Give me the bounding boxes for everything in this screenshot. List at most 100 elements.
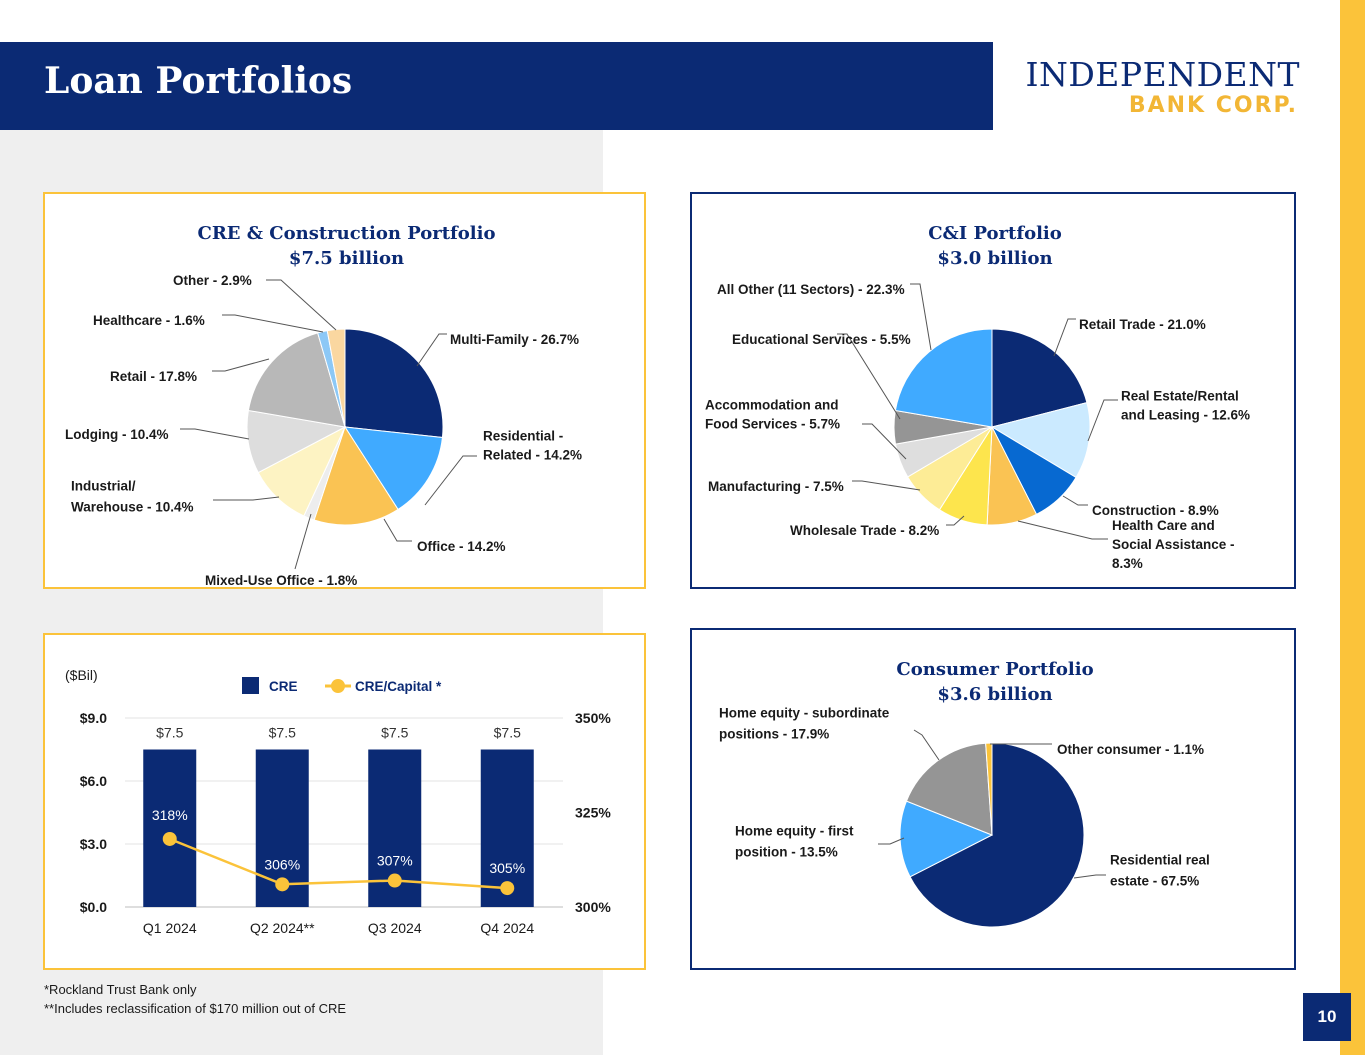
ci-leader-line <box>1087 399 1118 442</box>
cre-label-office: Office - 14.2% <box>417 539 506 554</box>
ci-leader-line <box>1017 520 1108 540</box>
y-axis-unit-label: ($Bil) <box>65 667 98 683</box>
cre-bar-value-label: $7.5 <box>494 725 521 741</box>
y-tick-label: $9.0 <box>80 710 107 726</box>
ratio-value-label: 305% <box>489 860 525 876</box>
consumer-leader-line <box>913 729 940 761</box>
cre-slice-multi-family <box>344 328 444 439</box>
cre-slice-office <box>313 425 399 526</box>
legend-ratio-marker <box>331 679 345 693</box>
x-tick-label: Q3 2024 <box>368 920 422 936</box>
gold-accent-strip <box>1340 0 1365 1055</box>
cre-bar-value-label: $7.5 <box>156 725 183 741</box>
ci-slice-real-estate-rental-and-leasing <box>990 402 1091 479</box>
consumer-label-residential-real-estate: Residential real estate - 67.5% <box>1110 853 1210 889</box>
y-tick-label: $6.0 <box>80 773 107 789</box>
cre-label-healthcare: Healthcare - 1.6% <box>93 313 205 328</box>
cre-bar-value-label: $7.5 <box>269 725 296 741</box>
company-logo: INDEPENDENT BANK CORP. <box>1020 55 1300 125</box>
x-tick-label: Q2 2024** <box>250 920 315 936</box>
ratio-line <box>169 837 508 890</box>
cre-leader-line <box>424 455 477 506</box>
ci-label-accommodation-and-food-services: Accommodation and Food Services - 5.7% <box>705 398 840 432</box>
cre-leader-line <box>213 496 280 501</box>
consumer-pie-chart: Consumer Portfolio $3.6 billion Residentia… <box>719 659 1210 928</box>
consumer-chart-title: Consumer Portfolio <box>896 659 1093 680</box>
consumer-chart-subtitle: $3.6 billion <box>937 684 1052 705</box>
ci-slice-all-other-11-sectors <box>894 328 993 428</box>
consumer-label-home-equity: Home equity - subordinate positions - 17.… <box>719 706 890 742</box>
x-tick-label: Q1 2024 <box>143 920 197 936</box>
cre-trend-panel: ($Bil) CRE CRE/Capital * $0.0 $3.0 $6.0 $9.0 30… <box>43 633 646 970</box>
logo-line-2: BANK CORP. <box>1128 93 1298 118</box>
consumer-slice-home-equity <box>905 742 993 836</box>
ci-leader-line <box>1062 495 1088 506</box>
cre-chart-subtitle: $7.5 billion <box>289 248 404 269</box>
cre-portfolio-panel: CRE & Construction Portfolio $7.5 billion… <box>43 192 646 589</box>
ratio-value-label: 307% <box>377 853 413 869</box>
ci-chart-subtitle: $3.0 billion <box>937 248 1052 269</box>
y2-tick-label: 350% <box>575 710 611 726</box>
ratio-value-label: 318% <box>152 807 188 823</box>
cre-leader-line <box>294 513 312 570</box>
consumer-leader-line <box>1073 874 1106 879</box>
cre-leader-line <box>416 333 447 367</box>
ci-label-health-care-and-social-assistance: Health Care and Social Assistance -8.3% <box>1112 518 1235 571</box>
cre-bar-q1-2024 <box>143 749 197 907</box>
cre-chart-title: CRE & Construction Portfolio <box>198 223 496 244</box>
cre-label-mixed-use-office: Mixed-Use Office - 1.8% <box>205 573 357 588</box>
ci-leader-line <box>946 515 965 526</box>
ci-label-educational-services: Educational Services - 5.5% <box>732 332 911 347</box>
consumer-portfolio-panel: Consumer Portfolio $3.6 billion Residentia… <box>690 628 1296 970</box>
y2-tick-label: 300% <box>575 899 611 915</box>
cre-leader-line <box>222 314 324 333</box>
cre-bar-q4-2024 <box>480 749 534 907</box>
ci-slice-retail-trade <box>991 328 1088 428</box>
cre-leader-line <box>212 358 270 372</box>
page-number: 10 <box>1303 993 1351 1041</box>
consumer-label-other-consumer: Other consumer - 1.1% <box>1057 742 1204 757</box>
legend-ratio-label: CRE/Capital * <box>355 679 442 694</box>
ci-pie-chart: C&I Portfolio $3.0 billion Retail Trade - … <box>705 223 1250 571</box>
ci-portfolio-panel: C&I Portfolio $3.0 billion Retail Trade - … <box>690 192 1296 589</box>
ci-label-retail-trade: Retail Trade - 21.0% <box>1079 317 1206 332</box>
cre-leader-line <box>266 279 337 331</box>
cre-label-industrial-warehouse: Industrial/Warehouse - 10.4% <box>71 479 194 515</box>
ci-leader-line <box>1053 318 1076 357</box>
header-bar: Loan Portfolios <box>0 42 993 130</box>
legend-cre-swatch <box>242 677 259 694</box>
consumer-slice-other-consumer <box>985 742 993 836</box>
consumer-label-home-equity: Home equity - first position - 13.5% <box>735 824 854 860</box>
cre-label-multi-family: Multi-Family - 26.7% <box>450 332 579 347</box>
cre-label-lodging: Lodging - 10.4% <box>65 427 169 442</box>
ratio-point <box>275 877 290 892</box>
ci-leader-line <box>837 333 901 420</box>
x-tick-label: Q4 2024 <box>480 920 534 936</box>
ci-label-manufacturing: Manufacturing - 7.5% <box>708 479 844 494</box>
consumer-leader-line <box>878 837 905 845</box>
ci-leader-line <box>852 480 921 491</box>
y-tick-label: $3.0 <box>80 836 107 852</box>
ci-leader-line <box>862 423 907 460</box>
footnote-1: *Rockland Trust Bank only <box>44 982 197 997</box>
cre-pie-chart: CRE & Construction Portfolio $7.5 billion… <box>65 223 582 588</box>
ratio-point <box>500 881 515 896</box>
legend-cre-label: CRE <box>269 679 298 694</box>
ci-label-real-estate-rental-and-leasing: Real Estate/Rental and Leasing - 12.6% <box>1121 389 1250 423</box>
cre-label-retail: Retail - 17.8% <box>110 369 197 384</box>
y-tick-label: $0.0 <box>80 899 107 915</box>
y2-tick-label: 325% <box>575 805 611 821</box>
cre-label-residential: Residential -Related - 14.2% <box>483 429 582 463</box>
cre-bar-line-chart: ($Bil) CRE CRE/Capital * $0.0 $3.0 $6.0 $9.0 30… <box>65 667 611 936</box>
ci-leader-line <box>910 283 932 351</box>
cre-slice-residential <box>344 426 443 511</box>
cre-leader-line <box>383 518 412 542</box>
ci-label-all-other-11-sectors: All Other (11 Sectors) - 22.3% <box>717 282 905 297</box>
ci-label-wholesale-trade: Wholesale Trade - 8.2% <box>790 523 939 538</box>
ratio-value-label: 306% <box>264 856 300 872</box>
cre-leader-line <box>180 428 250 440</box>
page-title: Loan Portfolios <box>44 60 353 102</box>
consumer-slice-residential-real-estate <box>909 742 1085 928</box>
cre-slice-retail <box>247 332 346 428</box>
ci-chart-title: C&I Portfolio <box>928 223 1062 244</box>
